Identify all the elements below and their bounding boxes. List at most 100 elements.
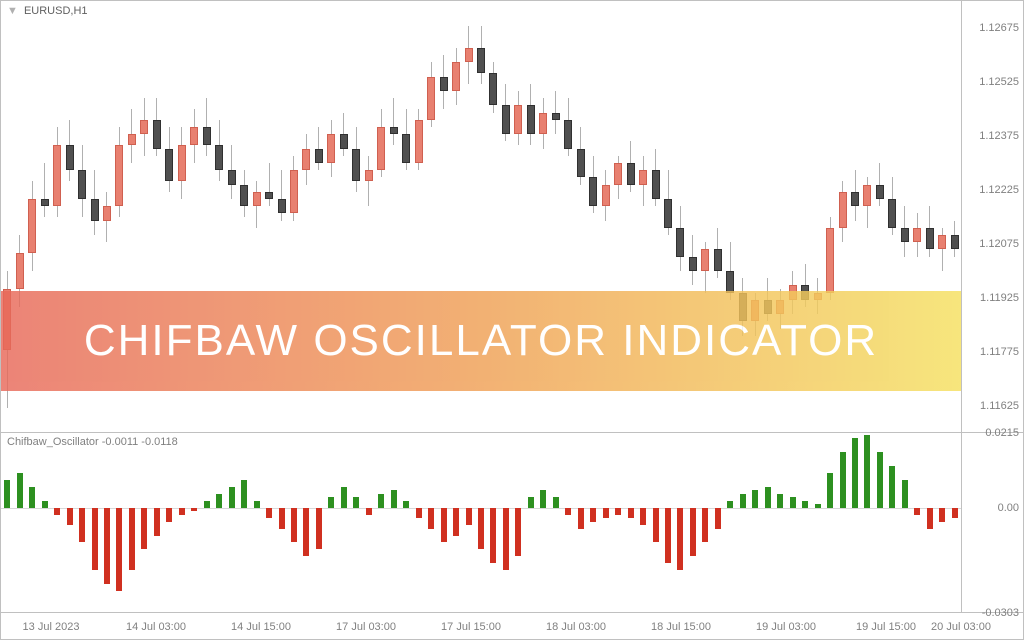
oscillator-bar[interactable]: [553, 497, 559, 507]
candle[interactable]: [938, 235, 946, 249]
oscillator-bar[interactable]: [229, 487, 235, 508]
candle[interactable]: [589, 177, 597, 206]
candle[interactable]: [527, 105, 535, 134]
candle[interactable]: [165, 149, 173, 181]
oscillator-bar[interactable]: [378, 494, 384, 508]
oscillator-bar[interactable]: [715, 508, 721, 529]
candle[interactable]: [701, 249, 709, 271]
oscillator-bar[interactable]: [166, 508, 172, 522]
oscillator-bar[interactable]: [241, 480, 247, 508]
oscillator-bar[interactable]: [653, 508, 659, 543]
candle[interactable]: [91, 199, 99, 221]
oscillator-bar[interactable]: [902, 480, 908, 508]
candle[interactable]: [377, 127, 385, 170]
oscillator-bar[interactable]: [441, 508, 447, 543]
oscillator-bar[interactable]: [54, 508, 60, 515]
candle[interactable]: [639, 170, 647, 184]
oscillator-bar[interactable]: [590, 508, 596, 522]
candle[interactable]: [315, 149, 323, 163]
oscillator-bar[interactable]: [204, 501, 210, 508]
oscillator-bar[interactable]: [453, 508, 459, 536]
oscillator-bar[interactable]: [466, 508, 472, 525]
candle[interactable]: [539, 113, 547, 135]
candle[interactable]: [253, 192, 261, 206]
oscillator-bar[interactable]: [503, 508, 509, 571]
oscillator-bar[interactable]: [141, 508, 147, 550]
oscillator-bar[interactable]: [341, 487, 347, 508]
oscillator-bar[interactable]: [92, 508, 98, 571]
candle[interactable]: [602, 185, 610, 207]
candle[interactable]: [564, 120, 572, 149]
oscillator-bar[interactable]: [316, 508, 322, 550]
candle[interactable]: [851, 192, 859, 206]
oscillator-bar[interactable]: [827, 473, 833, 508]
oscillator-bar[interactable]: [303, 508, 309, 557]
oscillator-bar[interactable]: [864, 435, 870, 508]
oscillator-bar[interactable]: [154, 508, 160, 536]
candle[interactable]: [552, 113, 560, 120]
oscillator-bar[interactable]: [777, 494, 783, 508]
candle[interactable]: [240, 185, 248, 207]
oscillator-bar[interactable]: [677, 508, 683, 571]
oscillator-bar[interactable]: [665, 508, 671, 564]
oscillator-bar[interactable]: [877, 452, 883, 508]
candle[interactable]: [465, 48, 473, 62]
candle[interactable]: [452, 62, 460, 91]
candle[interactable]: [839, 192, 847, 228]
candle[interactable]: [327, 134, 335, 163]
oscillator-bar[interactable]: [927, 508, 933, 529]
candle[interactable]: [190, 127, 198, 145]
candle[interactable]: [926, 228, 934, 250]
oscillator-bar[interactable]: [428, 508, 434, 529]
candle[interactable]: [826, 228, 834, 293]
candle[interactable]: [115, 145, 123, 206]
oscillator-bar[interactable]: [702, 508, 708, 543]
oscillator-bar[interactable]: [565, 508, 571, 515]
candle[interactable]: [203, 127, 211, 145]
oscillator-bar[interactable]: [116, 508, 122, 591]
oscillator-bar[interactable]: [79, 508, 85, 543]
candle[interactable]: [664, 199, 672, 228]
candle[interactable]: [652, 170, 660, 199]
oscillator-bar[interactable]: [952, 508, 958, 518]
price-panel[interactable]: ▼ EURUSD,H1 1.126751.125251.123751.12225…: [1, 1, 1023, 433]
oscillator-bar[interactable]: [515, 508, 521, 557]
candle[interactable]: [614, 163, 622, 185]
oscillator-bar[interactable]: [416, 508, 422, 518]
oscillator-bar[interactable]: [578, 508, 584, 529]
oscillator-bar[interactable]: [216, 494, 222, 508]
candle[interactable]: [302, 149, 310, 171]
candle[interactable]: [689, 257, 697, 271]
candle[interactable]: [140, 120, 148, 134]
candle[interactable]: [215, 145, 223, 170]
oscillator-bar[interactable]: [67, 508, 73, 525]
oscillator-bar[interactable]: [690, 508, 696, 557]
oscillator-bar[interactable]: [765, 487, 771, 508]
oscillator-panel[interactable]: Chifbaw_Oscillator -0.0011 -0.0118 0.021…: [1, 433, 1023, 613]
candle[interactable]: [365, 170, 373, 181]
oscillator-bar[interactable]: [889, 466, 895, 508]
oscillator-bar[interactable]: [914, 508, 920, 515]
candle[interactable]: [951, 235, 959, 249]
candle[interactable]: [577, 149, 585, 178]
candle[interactable]: [901, 228, 909, 242]
oscillator-bar[interactable]: [179, 508, 185, 515]
candle[interactable]: [53, 145, 61, 206]
oscillator-bar[interactable]: [528, 497, 534, 507]
candle[interactable]: [502, 105, 510, 134]
oscillator-bar[interactable]: [29, 487, 35, 508]
candle[interactable]: [290, 170, 298, 213]
oscillator-bar[interactable]: [42, 501, 48, 508]
oscillator-bar[interactable]: [191, 508, 197, 511]
candle[interactable]: [876, 185, 884, 199]
candle[interactable]: [16, 253, 24, 289]
candle[interactable]: [489, 73, 497, 105]
oscillator-bar[interactable]: [490, 508, 496, 564]
candle[interactable]: [514, 105, 522, 134]
oscillator-bar[interactable]: [403, 501, 409, 508]
oscillator-bar[interactable]: [752, 490, 758, 507]
oscillator-chart-area[interactable]: [1, 433, 961, 612]
candle[interactable]: [440, 77, 448, 91]
oscillator-bar[interactable]: [129, 508, 135, 571]
oscillator-bar[interactable]: [852, 438, 858, 507]
